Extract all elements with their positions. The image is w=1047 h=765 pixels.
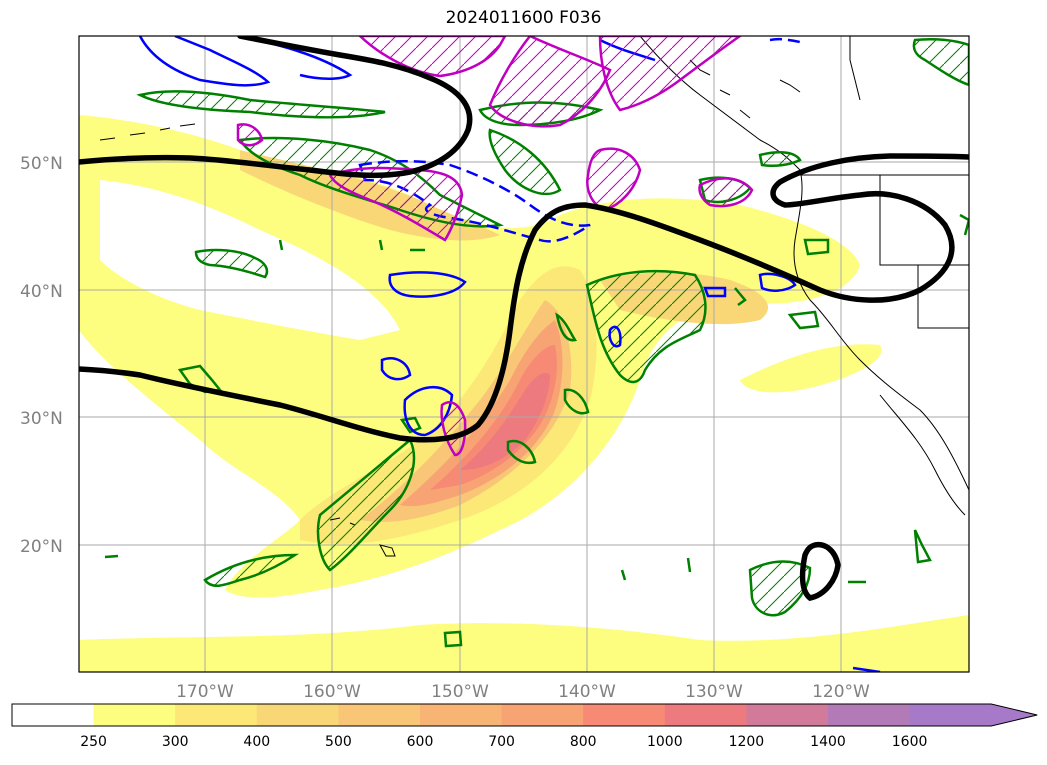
- lon-label-170w: 170°W: [176, 682, 234, 702]
- colorbar-tick-label: 1400: [810, 734, 846, 750]
- magenta-contours: [236, 36, 754, 457]
- colorbar-segment: [746, 704, 829, 726]
- lon-label-150w: 150°W: [431, 682, 489, 702]
- lat-label-40n: 40°N: [20, 282, 63, 302]
- colorbar-segment: [420, 704, 503, 726]
- lat-label-20n: 20°N: [20, 537, 63, 557]
- colorbar-tick-label: 700: [488, 734, 515, 750]
- colorbar-segment: [256, 704, 339, 726]
- map-frame: [78, 35, 970, 673]
- colorbar-tick-label: 400: [243, 734, 270, 750]
- colorbar-tick-label: 250: [80, 734, 107, 750]
- lon-label-160w: 160°W: [303, 682, 361, 702]
- colorbar-tick-label: 300: [162, 734, 189, 750]
- colorbar-extend-arrow: [991, 704, 1038, 726]
- map-title: 2024011600 F036: [445, 8, 602, 28]
- colorbar-segment: [501, 704, 584, 726]
- lat-label-30n: 30°N: [20, 409, 63, 429]
- colorbar-tick-label: 1000: [647, 734, 683, 750]
- longitude-labels: 170°W 160°W 150°W 140°W 130°W 120°W: [176, 682, 870, 702]
- colorbar-segment: [93, 704, 176, 726]
- colorbar-outline: [11, 703, 1038, 727]
- green-contours-small: [104, 213, 969, 648]
- colorbar: 250 300 400 500 600 700 800 1000 1200 1400 1600: [11, 703, 1038, 750]
- colorbar-segment: [909, 704, 992, 726]
- colorbar-segment: [175, 704, 258, 726]
- colorbar-tick-label: 1600: [892, 734, 928, 750]
- colorbar-tick-label: 500: [325, 734, 352, 750]
- latitude-labels: 50°N 40°N 30°N 20°N: [20, 154, 63, 557]
- lon-label-130w: 130°W: [685, 682, 743, 702]
- colorbar-segment: [583, 704, 666, 726]
- lon-label-120w: 120°W: [812, 682, 870, 702]
- colorbar-tick-label: 600: [407, 734, 434, 750]
- colorbar-segment: [828, 704, 911, 726]
- lat-label-50n: 50°N: [20, 154, 63, 174]
- colorbar-tick-label: 800: [570, 734, 597, 750]
- lon-label-140w: 140°W: [558, 682, 616, 702]
- map-area: [79, 36, 969, 672]
- colorbar-segment: [664, 704, 747, 726]
- colorbar-tick-label: 1200: [729, 734, 765, 750]
- colorbar-segment: [12, 704, 95, 726]
- black-contours: [79, 36, 969, 601]
- colorbar-segment: [338, 704, 421, 726]
- coastline: [99, 36, 969, 557]
